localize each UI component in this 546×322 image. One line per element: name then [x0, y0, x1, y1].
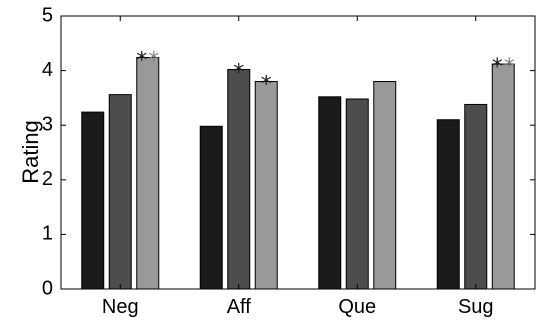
x-tick-label-sug: Sug: [458, 296, 494, 318]
bar-aff-1: [199, 125, 223, 290]
significance-annotations: ** * ***: [136, 48, 515, 97]
bar-que-3: [373, 81, 397, 290]
bar-neg-2: [108, 94, 132, 290]
bar-neg-1: [81, 111, 105, 290]
y-axis-label: Rating: [18, 120, 43, 184]
y-tick-label: 2: [42, 168, 53, 190]
x-tick-label-que: Que: [338, 296, 376, 318]
x-tick-label-neg: Neg: [102, 296, 139, 318]
x-axis: Neg Aff Que Sug: [102, 16, 494, 318]
significance-star-neg-3: **: [136, 48, 159, 73]
significance-star-sug-3: **: [492, 55, 515, 80]
y-tick-label: 3: [42, 113, 53, 135]
y-tick-label: 4: [42, 59, 53, 81]
significance-star-aff-3: *: [261, 73, 272, 98]
bars: [81, 57, 515, 290]
x-tick-label-aff: Aff: [227, 296, 252, 318]
bar-que-2: [345, 98, 369, 290]
y-tick-label: 1: [42, 223, 53, 245]
bar-sug-1: [436, 119, 460, 290]
plot-frame: [60, 15, 536, 290]
bar-sug-2: [464, 103, 488, 290]
significance-star-aff-2: *: [233, 61, 244, 86]
bar-neg-3: [136, 57, 160, 290]
bar-aff-2: [227, 69, 251, 290]
y-tick-label: 0: [42, 277, 53, 299]
y-axis: 0 1 2 3 4 5: [42, 4, 535, 299]
bar-sug-3: [491, 63, 515, 290]
bar-que-1: [318, 96, 342, 290]
bar-aff-3: [254, 81, 278, 290]
y-tick-label: 5: [42, 4, 53, 26]
